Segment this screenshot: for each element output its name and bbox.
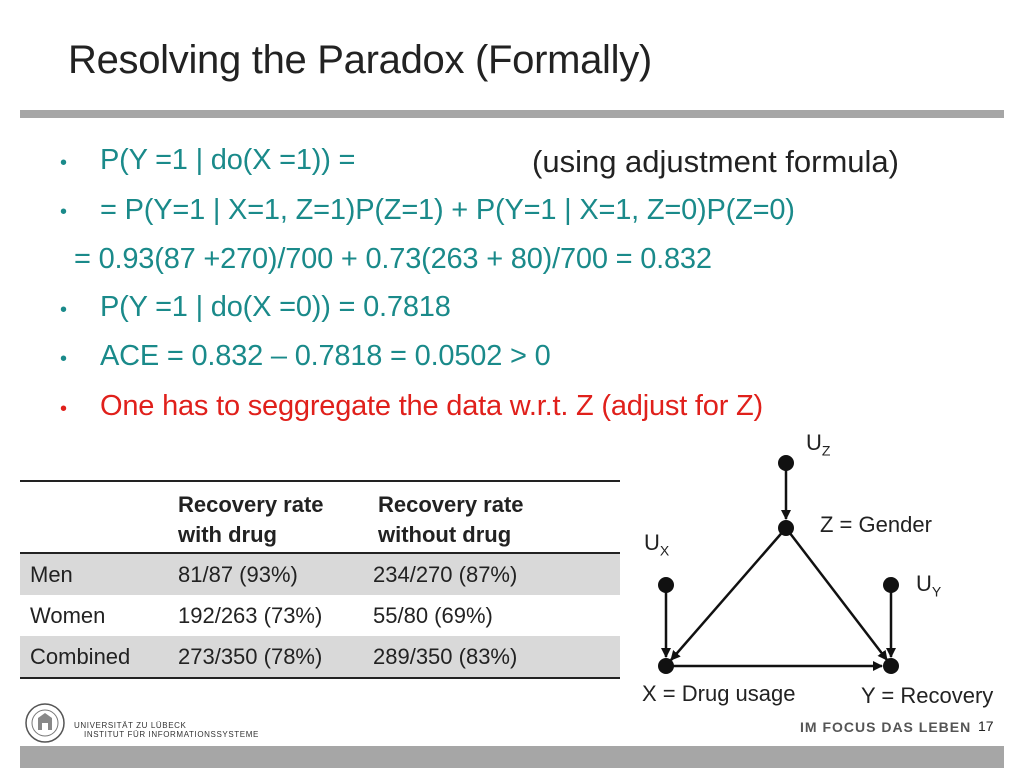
title-divider (20, 110, 1004, 118)
bullet-conclusion: One has to seggregate the data w.r.t. Z … (100, 390, 763, 422)
causal-graph-svg (658, 455, 899, 674)
bullet-marker: • (60, 299, 68, 321)
row-label: Combined (30, 644, 131, 669)
table-row: Women 192/263 (73%) 55/80 (69%) (20, 595, 620, 636)
page-number: 17 (978, 718, 994, 734)
bullet-marker: • (60, 348, 68, 370)
node-uz (778, 455, 794, 471)
label-z: Z = Gender (820, 512, 932, 537)
label-ux: UX (644, 530, 670, 559)
row-label: Women (30, 603, 106, 628)
recovery-table: Recovery rate with drug Recovery rate wi… (20, 480, 620, 679)
edge-z-x (670, 527, 787, 661)
footer-bar (20, 746, 1004, 768)
university-name: UNIVERSITÄT ZU LÜBECK INSTITUT FÜR INFOR… (74, 721, 259, 739)
label-x: X = Drug usage (642, 681, 796, 706)
university-seal-logo (22, 702, 68, 749)
bullet-adjustment-expansion: = P(Y=1 | X=1, Z=1)P(Z=1) + P(Y=1 | X=1,… (100, 194, 795, 226)
node-x (658, 658, 674, 674)
header-without-drug: Recovery rate without drug (378, 492, 524, 547)
cell-with-drug: 273/350 (78%) (178, 644, 323, 669)
node-ux (658, 577, 674, 593)
bullet-marker: • (60, 201, 68, 223)
cell-without-drug: 234/270 (87%) (373, 562, 518, 587)
edge-z-y (785, 527, 888, 661)
slide-title: Resolving the Paradox (Formally) (68, 38, 652, 82)
bullet-ace: ACE = 0.832 – 0.7818 = 0.0502 > 0 (100, 340, 551, 372)
cell-with-drug: 81/87 (93%) (178, 562, 298, 587)
numeric-computation: = 0.93(87 +270)/700 + 0.73(263 + 80)/700… (74, 243, 712, 275)
causal-diagram: UZ Z = Gender UX UY X = Drug usage Y = R… (620, 425, 1024, 715)
bullet-do-x1: P(Y =1 | do(X =1)) = (100, 144, 356, 176)
node-y (883, 658, 899, 674)
label-y: Y = Recovery (861, 683, 994, 708)
table-row: Men 81/87 (93%) 234/270 (87%) (20, 554, 620, 595)
adjustment-formula-note: (using adjustment formula) (532, 144, 899, 179)
cell-without-drug: 289/350 (83%) (373, 644, 518, 669)
node-z (778, 520, 794, 536)
bullet-marker: • (60, 398, 68, 420)
slogan: IM FOCUS DAS LEBEN (800, 719, 972, 735)
label-uy: UY (916, 571, 942, 600)
label-uz: UZ (806, 430, 831, 459)
row-label: Men (30, 562, 73, 587)
cell-with-drug: 192/263 (73%) (178, 603, 323, 628)
table-header: Recovery rate with drug Recovery rate wi… (20, 482, 620, 554)
cell-without-drug: 55/80 (69%) (373, 603, 493, 628)
header-with-drug: Recovery rate with drug (178, 492, 324, 547)
bullet-do-x0: P(Y =1 | do(X =0)) = 0.7818 (100, 291, 451, 323)
node-uy (883, 577, 899, 593)
bullet-marker: • (60, 152, 68, 174)
table-row: Combined 273/350 (78%) 289/350 (83%) (20, 636, 620, 677)
